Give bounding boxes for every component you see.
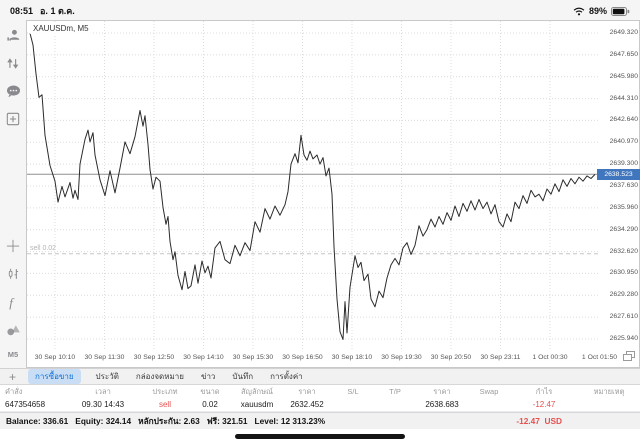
new-chart-icon[interactable] [5,111,21,127]
tab-list: การซื้อขาย ประวัติ กล่องจดหมาย ข่าว บันทึก กา… [28,369,305,384]
time-axis: 30 Sep 10:10 30 Sep 11:30 30 Sep 12:50 30 S… [27,354,639,366]
timeframe-button[interactable]: M5 [7,350,19,359]
home-area [0,429,640,447]
column-header: กำไร [535,386,553,396]
order-row[interactable]: 647354658 09.30 14:43 sell 0.02 xauusdm 2632.… [0,398,640,412]
order-cell: sell [158,400,171,409]
summary-item: Equity: 324.14 [75,416,132,426]
time-tick: 1 Oct 01:50 [581,354,618,361]
date: อ. 1 ต.ค. [40,6,75,16]
summary-item: ฟรี: 321.51 [206,416,248,426]
time-tick: 30 Sep 15:30 [232,354,274,361]
wifi-icon [573,7,585,16]
time-tick: 30 Sep 23:11 [480,354,521,361]
column-header: S/L [347,387,359,396]
time-tick: 30 Sep 14:10 [183,354,224,361]
indicators-icon[interactable]: f [5,294,21,310]
column-header: ราคา [433,386,451,396]
left-toolbar: f M5 [0,20,26,368]
order-cell: xauusdm [240,400,274,409]
price-tick: 2634.290 [609,225,638,233]
price-tick: 2644.310 [609,94,638,102]
column-header: ราคา [298,386,316,396]
time-tick: 30 Sep 16:50 [282,354,323,361]
order-cell: 2638.683 [425,400,459,409]
price-axis: 2649.320 2647.650 2645.980 2644.310 2642.640… [598,21,640,351]
trade-panel: คำสั่ง เวลา ประเภท ขนาด สัญลักษณ์ ราคา S/L T/P ร… [0,385,640,412]
price-tick: 2629.280 [609,291,638,299]
price-tick: 2639.300 [609,160,638,168]
order-cell: 647354658 [5,400,46,409]
chart-widget[interactable]: XAUUSDm, M5 2649.320 2647.650 2645.980 2644… [26,20,640,368]
price-tick: 2627.610 [609,313,638,321]
order-cell: 09.30 14:43 [81,400,125,409]
status-bar: 08:51 อ. 1 ต.ค. 89% [0,0,640,20]
account-summary: Balance: 336.61 Equity: 324.14 หลักประกัน:… [6,414,332,428]
price-tick: 2642.640 [609,116,638,124]
column-header: T/P [389,387,401,396]
summary-item: หลักประกัน: 2.63 [138,416,200,426]
battery-icon [611,6,630,16]
orders-table-header: คำสั่ง เวลา ประเภท ขนาด สัญลักษณ์ ราคา S/L T/P ร… [0,385,640,398]
summary-item: Level: 12 313.23% [254,416,326,426]
svg-text:f: f [9,295,15,310]
bottom-tab-bar: + การซื้อขาย ประวัติ กล่องจดหมาย ข่าว บันทึก… [0,368,640,385]
order-cell: 0.02 [202,400,218,409]
chart-type-icon[interactable] [5,266,21,282]
floating-profit: -12.47 USD [516,416,562,426]
time-tick: 30 Sep 20:50 [430,354,472,361]
tab-2[interactable]: ประวัติ [95,372,119,381]
price-tick: 2625.940 [609,335,638,342]
time-tick: 30 Sep 19:30 [381,354,422,361]
tab-1[interactable]: การซื้อขาย [28,369,81,384]
tab-5[interactable]: บันทึก [232,372,254,381]
price-tick: 2640.970 [609,138,638,146]
column-header: Swap [479,387,499,396]
price-tick: 2649.320 [609,29,638,36]
time-tick: 30 Sep 11:30 [84,354,125,361]
chart-plot [27,21,599,351]
chart-symbol-label: XAUUSDm, M5 [30,23,92,34]
time-tick: 1 Oct 00:30 [532,354,568,361]
tab-6[interactable]: การตั้งค่า [270,372,303,381]
current-price-box: 2638.523 [597,168,640,180]
price-tick: 2637.630 [609,182,638,189]
clock: 08:51 [10,6,34,16]
price-tick: 2630.950 [609,269,638,277]
column-header: ประเภท [152,386,178,396]
tab-4[interactable]: ข่าว [200,372,216,381]
order-cell: 2632.452 [290,400,324,409]
time-tick: 30 Sep 12:50 [133,354,175,361]
price-tick: 2635.960 [609,203,638,211]
column-header: เวลา [95,386,111,396]
time-tick: 30 Sep 18:10 [331,354,373,361]
position-line-label: sell 0.02 [30,244,57,252]
crosshair-icon[interactable] [5,238,21,254]
home-indicator[interactable] [235,434,405,439]
summary-item: Balance: 336.61 [6,416,69,426]
chart-windows-icon[interactable] [623,348,635,366]
order-cell: -12.47 [532,400,556,409]
chat-icon[interactable] [5,83,21,99]
price-tick: 2647.650 [609,50,638,58]
column-header: สัญลักษณ์ [240,386,273,396]
accounts-icon[interactable] [5,27,21,43]
account-summary-bar: Balance: 336.61 Equity: 324.14 หลักประกัน:… [0,412,640,429]
tab-3[interactable]: กล่องจดหมาย [135,372,184,381]
battery-percent: 89% [588,6,607,16]
price-tick: 2645.980 [609,72,638,80]
column-header: หมายเหตุ [593,386,625,396]
trade-icon[interactable] [5,55,21,71]
add-tab-button[interactable]: + [9,369,17,384]
objects-icon[interactable] [5,322,21,338]
column-header: คำสั่ง [5,386,23,396]
time-tick: 30 Sep 10:10 [34,354,76,361]
column-header: ขนาด [200,386,220,396]
price-tick: 2632.620 [609,247,638,255]
